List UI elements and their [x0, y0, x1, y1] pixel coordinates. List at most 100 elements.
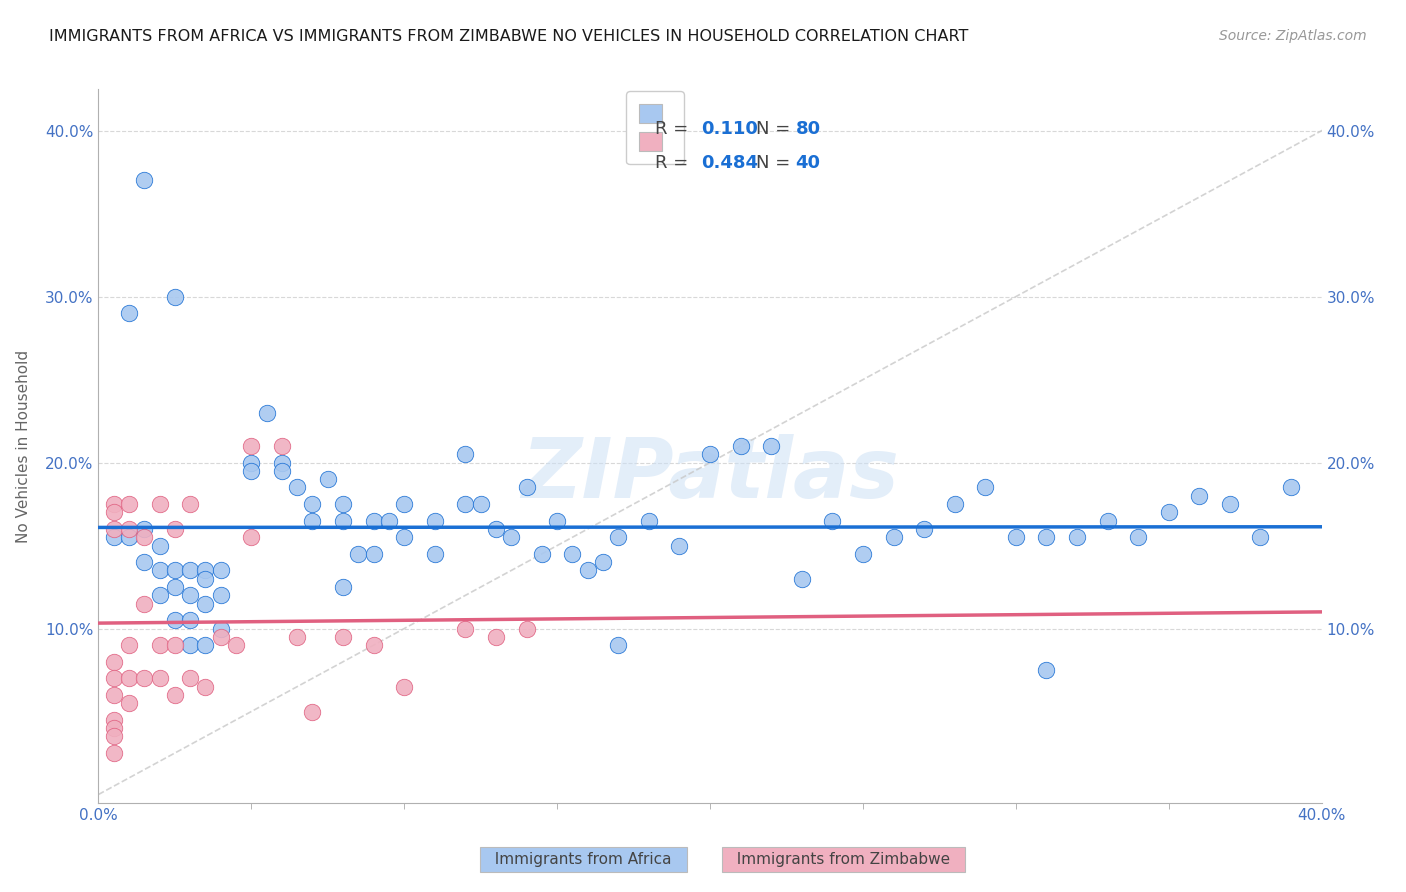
- Point: [256, 406, 278, 420]
- Point: [332, 580, 354, 594]
- Point: [1097, 514, 1119, 528]
- Text: Immigrants from Africa: Immigrants from Africa: [485, 852, 682, 867]
- Point: [392, 680, 416, 694]
- Point: [392, 497, 416, 511]
- Point: [1219, 497, 1241, 511]
- Point: [179, 564, 201, 578]
- Point: [103, 713, 125, 727]
- Point: [454, 622, 477, 636]
- Point: [209, 564, 232, 578]
- Point: [194, 638, 217, 652]
- Point: [118, 306, 141, 320]
- Point: [576, 564, 599, 578]
- Point: [194, 572, 217, 586]
- Point: [363, 547, 385, 561]
- Point: [163, 522, 186, 536]
- Point: [285, 481, 308, 495]
- Text: N =: N =: [756, 153, 796, 171]
- Point: [1279, 481, 1302, 495]
- Point: [943, 497, 966, 511]
- Point: [301, 497, 323, 511]
- Point: [285, 630, 308, 644]
- Point: [592, 555, 614, 569]
- Point: [332, 630, 354, 644]
- Point: [790, 572, 813, 586]
- Point: [240, 439, 263, 453]
- Point: [194, 564, 217, 578]
- Point: [179, 638, 201, 652]
- Text: Immigrants from Zimbabwe: Immigrants from Zimbabwe: [727, 852, 960, 867]
- Point: [103, 530, 125, 544]
- Point: [470, 497, 492, 511]
- Point: [134, 555, 156, 569]
- Point: [546, 514, 568, 528]
- Point: [179, 588, 201, 602]
- Point: [485, 522, 508, 536]
- Point: [149, 497, 172, 511]
- Point: [149, 564, 172, 578]
- Point: [103, 497, 125, 511]
- Point: [699, 447, 721, 461]
- Point: [103, 505, 125, 519]
- Point: [103, 671, 125, 685]
- Point: [516, 481, 538, 495]
- Point: [759, 439, 782, 453]
- Point: [149, 539, 172, 553]
- Point: [225, 638, 247, 652]
- Point: [103, 730, 125, 744]
- Point: [149, 588, 172, 602]
- Point: [607, 530, 630, 544]
- Point: [179, 613, 201, 627]
- Point: [821, 514, 844, 528]
- Point: [1157, 505, 1180, 519]
- Point: [270, 456, 292, 470]
- Text: 40: 40: [796, 153, 820, 171]
- Point: [1004, 530, 1026, 544]
- Text: 0.484: 0.484: [702, 153, 758, 171]
- Point: [270, 464, 292, 478]
- Point: [454, 497, 477, 511]
- Point: [179, 497, 201, 511]
- Text: 80: 80: [796, 120, 821, 138]
- Point: [454, 447, 477, 461]
- Point: [516, 622, 538, 636]
- Point: [163, 564, 186, 578]
- Point: [637, 514, 661, 528]
- Point: [607, 638, 630, 652]
- Point: [163, 688, 186, 702]
- Text: 0.110: 0.110: [702, 120, 758, 138]
- Point: [1035, 663, 1057, 677]
- Point: [501, 530, 523, 544]
- Point: [363, 638, 385, 652]
- Point: [332, 514, 354, 528]
- Point: [103, 655, 125, 669]
- Text: Source: ZipAtlas.com: Source: ZipAtlas.com: [1219, 29, 1367, 43]
- Point: [1128, 530, 1150, 544]
- Point: [883, 530, 905, 544]
- Point: [103, 522, 125, 536]
- Point: [1249, 530, 1271, 544]
- Point: [163, 613, 186, 627]
- Point: [118, 671, 141, 685]
- Point: [179, 671, 201, 685]
- Point: [103, 746, 125, 760]
- Point: [852, 547, 875, 561]
- Point: [209, 588, 232, 602]
- Point: [561, 547, 583, 561]
- Point: [163, 638, 186, 652]
- Point: [118, 696, 141, 710]
- Point: [134, 671, 156, 685]
- Point: [240, 530, 263, 544]
- Point: [240, 456, 263, 470]
- Text: R =: R =: [655, 120, 693, 138]
- Point: [392, 530, 416, 544]
- Point: [118, 522, 141, 536]
- Point: [118, 497, 141, 511]
- Point: [1035, 530, 1057, 544]
- Point: [209, 630, 232, 644]
- Point: [974, 481, 997, 495]
- Point: [730, 439, 752, 453]
- Point: [347, 547, 370, 561]
- Point: [301, 705, 323, 719]
- Point: [149, 638, 172, 652]
